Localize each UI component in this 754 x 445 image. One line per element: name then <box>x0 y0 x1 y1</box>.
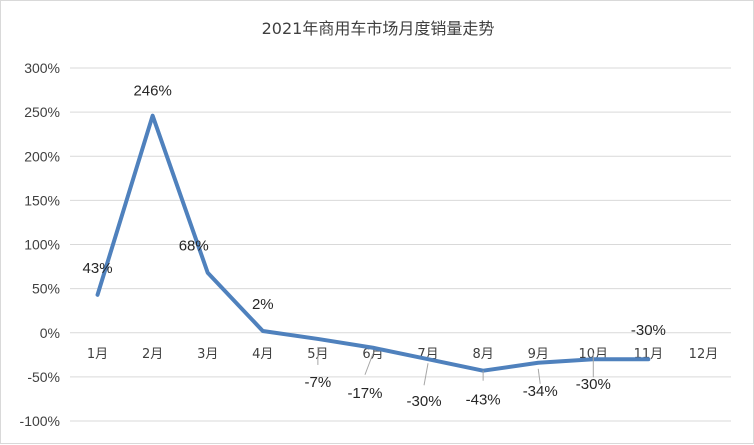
data-label: 2% <box>252 296 274 313</box>
data-label: -34% <box>523 383 558 400</box>
data-label: -30% <box>576 376 611 393</box>
data-label: -30% <box>631 322 666 339</box>
x-tick-label: 8月 <box>472 347 493 362</box>
series-line <box>95 113 651 373</box>
y-tick-label: -100% <box>20 413 60 429</box>
x-tick-label: 3月 <box>197 347 218 362</box>
y-tick-label: 100% <box>24 237 60 253</box>
y-tick-label: 150% <box>24 192 60 208</box>
data-label: -7% <box>305 374 332 391</box>
y-tick-label: 200% <box>24 148 60 164</box>
data-label: -17% <box>347 385 382 402</box>
data-label: -43% <box>466 392 501 409</box>
data-label-leader <box>364 353 374 375</box>
data-label: 246% <box>133 83 171 100</box>
data-label: 43% <box>83 260 113 277</box>
y-tick-label: 250% <box>24 104 60 120</box>
y-tick-label: 300% <box>24 60 60 76</box>
y-tick-label: 0% <box>40 325 60 341</box>
data-label: -30% <box>407 393 442 410</box>
chart-title: 2021年商用车市场月度销量走势 <box>261 19 495 38</box>
data-label: 68% <box>179 238 209 255</box>
data-label-leader <box>423 363 429 386</box>
x-tick-label: 4月 <box>252 347 273 362</box>
data-label-leader <box>537 368 541 384</box>
x-tick-label: 2月 <box>142 347 163 362</box>
y-tick-label: 50% <box>32 281 60 297</box>
x-tick-label: 1月 <box>87 347 108 362</box>
x-tick-label: 12月 <box>689 347 719 362</box>
x-tick-label: 9月 <box>528 347 549 362</box>
y-tick-label: -50% <box>27 369 60 385</box>
